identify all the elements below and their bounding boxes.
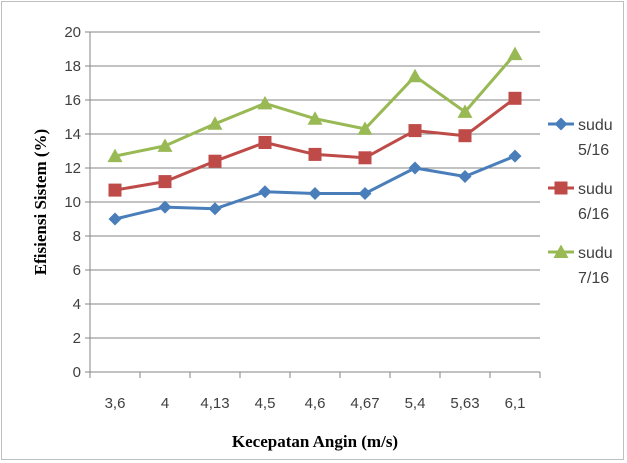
x-tick-label: 5,4 — [405, 395, 426, 412]
legend-label: sudu — [578, 117, 613, 134]
legend-marker — [554, 181, 568, 195]
y-tick-label: 20 — [64, 24, 81, 41]
y-tick-label: 12 — [64, 160, 81, 177]
data-point — [208, 202, 222, 216]
data-point — [308, 187, 322, 200]
y-tick-label: 4 — [73, 296, 81, 313]
data-point — [108, 183, 122, 197]
data-point — [458, 170, 472, 183]
data-point — [258, 136, 272, 149]
data-point — [358, 187, 372, 200]
data-point — [157, 138, 173, 152]
data-point — [257, 95, 273, 110]
legend-label: sudu — [578, 245, 613, 262]
y-tick-label: 10 — [64, 194, 81, 211]
data-point — [508, 149, 522, 163]
data-point — [457, 104, 473, 118]
y-tick-label: 16 — [64, 92, 81, 109]
y-axis-title: Efisiensi Sistem (%) — [31, 129, 50, 275]
series-line — [114, 53, 517, 158]
legend-label: 7/16 — [578, 270, 609, 287]
data-point — [357, 121, 373, 135]
legend-label: 5/16 — [578, 142, 609, 159]
x-tick-label: 6,1 — [505, 395, 526, 412]
data-point — [408, 124, 422, 138]
data-point — [508, 91, 522, 105]
legend-marker — [554, 117, 568, 131]
gridlines — [90, 31, 540, 339]
x-tick-label: 4,67 — [350, 395, 379, 412]
series-group — [107, 46, 523, 226]
y-tick-label: 8 — [73, 228, 81, 245]
data-point — [307, 111, 323, 125]
data-point — [358, 151, 372, 165]
data-point — [258, 185, 272, 199]
data-point — [407, 68, 423, 83]
x-axis-title: Kecepatan Angin (m/s) — [232, 432, 398, 451]
data-point — [208, 154, 222, 168]
data-point — [158, 200, 172, 214]
y-tick-label: 0 — [73, 364, 81, 381]
y-axis: 0 2 4 6 8 10 12 14 16 18 20 — [64, 24, 91, 381]
data-point — [507, 46, 523, 61]
data-point — [308, 147, 322, 161]
legend: sudu 5/16 sudu 6/16 sudu 7/16 — [548, 117, 613, 287]
x-tick-label: 4,6 — [305, 395, 326, 412]
data-point — [408, 161, 422, 175]
data-point — [207, 116, 223, 130]
data-point — [108, 212, 122, 226]
data-point — [158, 175, 172, 189]
data-point — [458, 129, 472, 143]
y-tick-label: 18 — [64, 58, 81, 75]
y-tick-label: 14 — [64, 126, 81, 143]
x-tick-label: 4,5 — [255, 395, 276, 412]
x-tick-label: 3,6 — [105, 395, 126, 412]
x-axis: 3,6 4 4,13 4,5 4,6 4,67 5,4 5,63 6,1 — [89, 371, 541, 412]
x-tick-label: 4 — [161, 395, 169, 412]
y-tick-label: 2 — [73, 330, 81, 347]
x-tick-label: 5,63 — [450, 395, 479, 412]
legend-label: sudu — [578, 181, 613, 198]
legend-marker — [553, 244, 569, 258]
legend-label: 6/16 — [578, 206, 609, 223]
data-point — [107, 148, 123, 163]
y-tick-label: 6 — [73, 262, 81, 279]
x-tick-label: 4,13 — [200, 395, 229, 412]
